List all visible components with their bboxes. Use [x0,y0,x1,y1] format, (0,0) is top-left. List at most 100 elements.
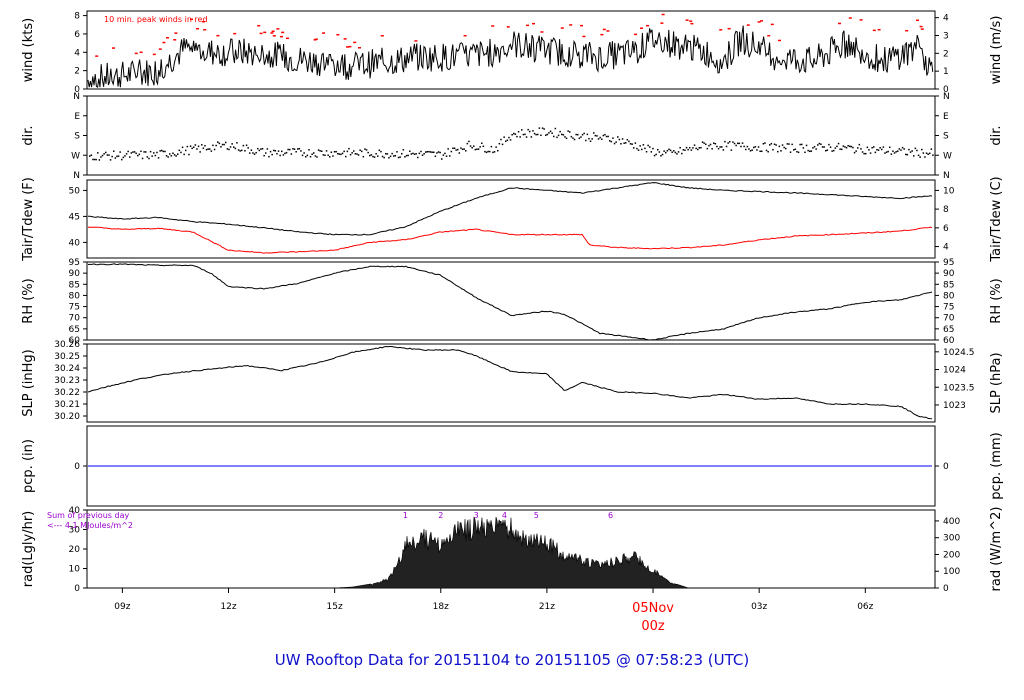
dir-point [185,149,187,152]
xtick-label: 09z [114,602,130,612]
dir-point [855,150,857,152]
dir-point [253,153,256,155]
dir-point [321,150,323,152]
peak-wind-mark [919,25,923,28]
dir-point [145,151,147,153]
dir-point [447,148,449,150]
dir-point [332,155,334,157]
ylabel-right-temp: Tair/Tdew (C) [989,176,1004,262]
dir-point [193,146,195,148]
ytick-left-label: 30.22 [54,388,80,398]
dir-point [466,142,469,145]
dir-point [301,154,304,157]
dir-point [645,150,648,153]
peak-wind-mark [343,38,347,40]
dir-point [889,146,891,149]
dir-point [444,152,446,155]
dir-point [690,149,693,151]
dir-point [658,151,661,153]
xtick-label: 06z [857,602,873,612]
dir-point [436,152,438,154]
dir-point [905,153,907,156]
dir-point [476,148,478,150]
ytick-right-label: 300 [943,534,960,544]
ytick-right-label: 3 [943,31,949,41]
peak-wind-mark [216,34,220,37]
peak-wind-mark [286,37,289,40]
dir-point [177,153,179,155]
dir-point [548,132,550,134]
dir-point [785,147,787,150]
dir-point [623,142,625,144]
dir-point [506,139,509,142]
dir-point [769,144,771,146]
dir-point [369,154,371,157]
dir-point [167,156,169,158]
dir-point [533,132,536,135]
dir-point [812,147,814,149]
peak-wind-mark [905,29,909,32]
dir-point [508,136,510,139]
dir-point [170,155,173,157]
dir-point [161,149,163,152]
dir-point [202,147,205,149]
radiation-hour-mark: 3 [474,511,479,520]
dir-point [925,152,928,154]
ytick-left-label: 85 [69,280,80,290]
dir-point [789,151,792,153]
dir-point [668,148,670,151]
dir-point [570,135,573,138]
dir-point [876,148,878,151]
dir-point [125,153,128,155]
dir-point [908,148,910,151]
ylabel-right-rad: rad (W/m^2) [989,507,1004,592]
dir-point [197,145,200,148]
dir-point [261,147,264,150]
dir-point [695,147,697,150]
dir-point [665,151,667,154]
dir-point [300,150,302,152]
dir-point [231,143,233,145]
dir-point [775,144,777,146]
dir-point [829,146,832,148]
dir-point [557,134,560,137]
dir-point [644,147,646,150]
panel-frame-temp [86,179,936,259]
dir-point [788,143,790,145]
peak-wind-mark [660,22,664,24]
dir-point [105,151,107,154]
dir-point [661,153,664,156]
peak-wind-mark [173,39,177,41]
dir-point [554,127,557,130]
ytick-right-label: 8 [943,205,949,215]
ytick-left-label: 30.23 [54,376,80,386]
dir-point [258,149,261,152]
ytick-left-label: 95 [69,258,80,268]
dir-point [111,155,113,158]
ytick-left-label: E [74,112,80,122]
dir-point [639,145,641,147]
dir-point [108,154,110,156]
dir-point [281,150,283,153]
dir-point [857,147,859,149]
peak-wind-mark [661,13,665,16]
ytick-right-label: 0 [943,584,949,594]
ytick-right-label: 1024 [943,366,966,376]
dir-point [748,148,750,150]
dir-point [917,154,920,157]
dir-point [309,155,312,158]
dir-point [337,152,339,155]
dir-point [265,152,267,154]
dir-point [157,157,160,159]
dir-point [589,140,592,142]
dir-point [143,151,145,153]
dir-point [895,151,897,153]
peak-wind-mark [336,34,340,36]
dir-point [497,149,499,152]
peak-wind-mark [767,34,771,37]
dir-point [205,148,208,151]
ytick-left-label: 80 [69,291,81,301]
dir-point [633,147,635,149]
dir-point [780,150,782,152]
dir-point [821,146,824,148]
